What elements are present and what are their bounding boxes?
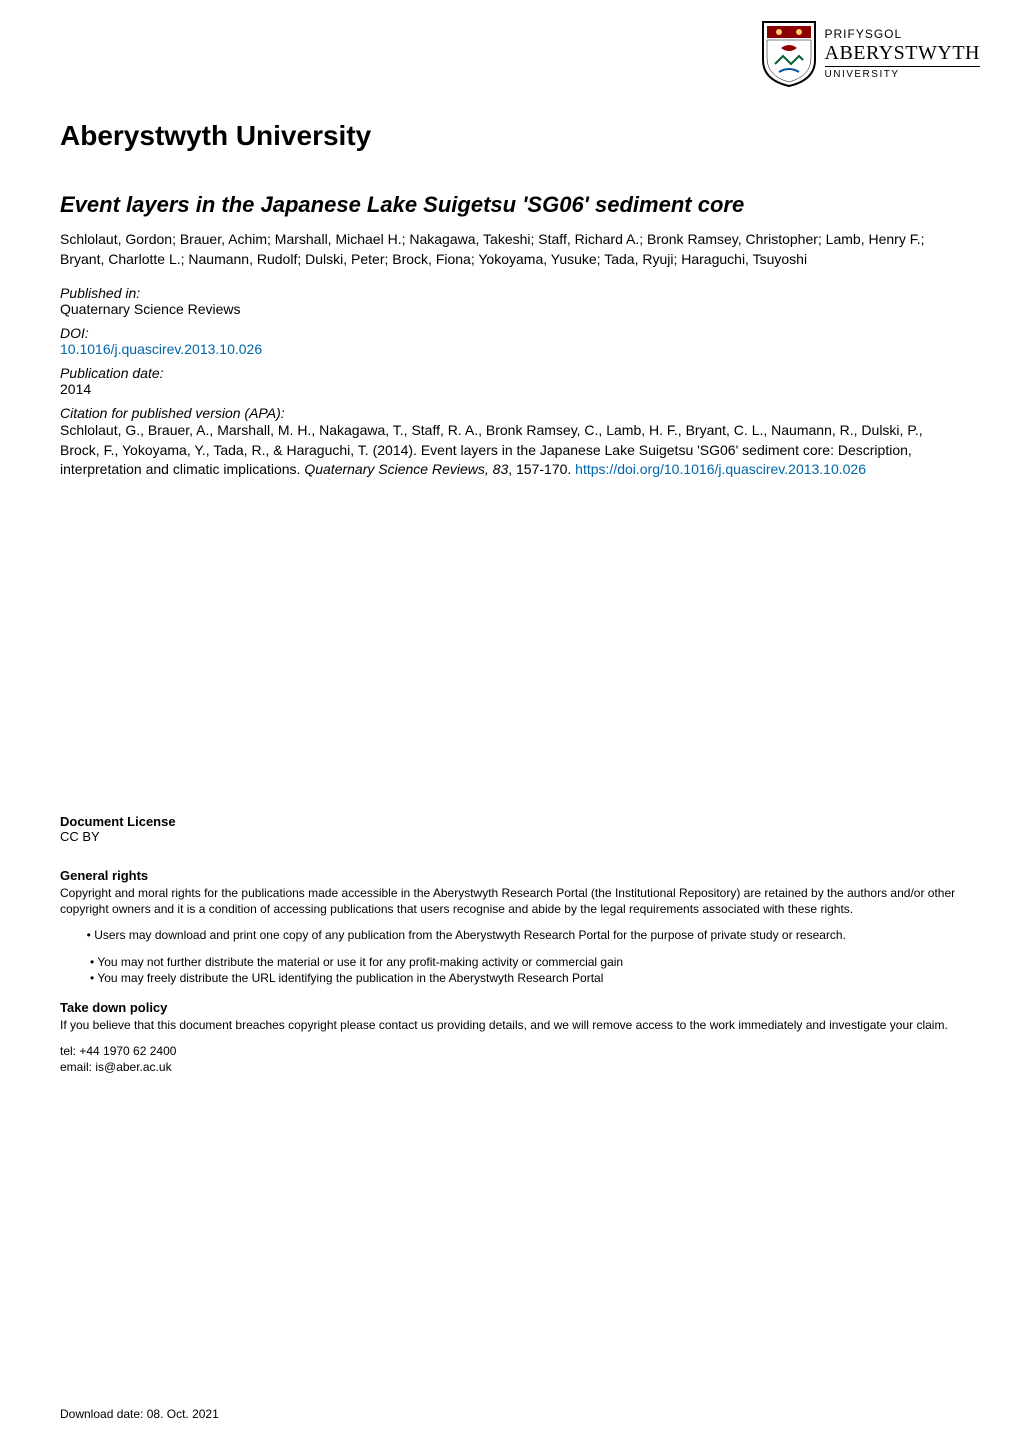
rights-bullet-2: • You may freely distribute the URL iden… bbox=[90, 970, 960, 986]
download-date: Download date: 08. Oct. 2021 bbox=[60, 1407, 219, 1421]
takedown-body: If you believe that this document breach… bbox=[60, 1017, 960, 1033]
contact-tel: tel: +44 1970 62 2400 bbox=[60, 1043, 960, 1059]
citation-volume: , 83 bbox=[485, 461, 508, 477]
logo-text-block: PRIFYSGOL ABERYSTWYTH UNIVERSITY bbox=[825, 28, 981, 79]
citation-label: Citation for published version (APA): bbox=[60, 405, 960, 421]
logo-name: ABERYSTWYTH bbox=[825, 42, 981, 64]
rights-bullet-1: • You may not further distribute the mat… bbox=[90, 954, 960, 970]
pub-date-label: Publication date: bbox=[60, 365, 960, 381]
general-rights-heading: General rights bbox=[60, 868, 960, 883]
logo-welsh-label: PRIFYSGOL bbox=[825, 28, 981, 41]
citation-doi-link[interactable]: https://doi.org/10.1016/j.quascirev.2013… bbox=[575, 461, 866, 477]
contact-block: tel: +44 1970 62 2400 email: is@aber.ac.… bbox=[60, 1043, 960, 1075]
license-label: Document License bbox=[60, 814, 960, 829]
shield-icon bbox=[761, 20, 817, 88]
page-content: Aberystwyth University Event layers in t… bbox=[0, 0, 1020, 1115]
rights-bullet-intro: • Users may download and print one copy … bbox=[60, 927, 960, 943]
general-rights-body: Copyright and moral rights for the publi… bbox=[60, 885, 960, 917]
citation-pages: , 157-170. bbox=[508, 461, 575, 477]
logo-english-label: UNIVERSITY bbox=[825, 66, 981, 80]
license-value: CC BY bbox=[60, 829, 960, 844]
paper-authors: Schlolaut, Gordon; Brauer, Achim; Marsha… bbox=[60, 230, 960, 269]
doi-label: DOI: bbox=[60, 325, 960, 341]
takedown-heading: Take down policy bbox=[60, 1000, 960, 1015]
rights-bullet-list: • You may not further distribute the mat… bbox=[90, 954, 960, 986]
published-in-value: Quaternary Science Reviews bbox=[60, 301, 960, 317]
paper-title: Event layers in the Japanese Lake Suiget… bbox=[60, 192, 960, 218]
vertical-spacer bbox=[60, 488, 960, 798]
citation-body: Schlolaut, G., Brauer, A., Marshall, M. … bbox=[60, 421, 960, 480]
citation-journal: Quaternary Science Reviews bbox=[304, 461, 485, 477]
institution-logo: PRIFYSGOL ABERYSTWYTH UNIVERSITY bbox=[761, 20, 981, 88]
institution-heading: Aberystwyth University bbox=[60, 120, 960, 152]
doi-link[interactable]: 10.1016/j.quascirev.2013.10.026 bbox=[60, 341, 262, 357]
pub-date-value: 2014 bbox=[60, 381, 960, 397]
published-in-label: Published in: bbox=[60, 285, 960, 301]
contact-email: email: is@aber.ac.uk bbox=[60, 1059, 960, 1075]
